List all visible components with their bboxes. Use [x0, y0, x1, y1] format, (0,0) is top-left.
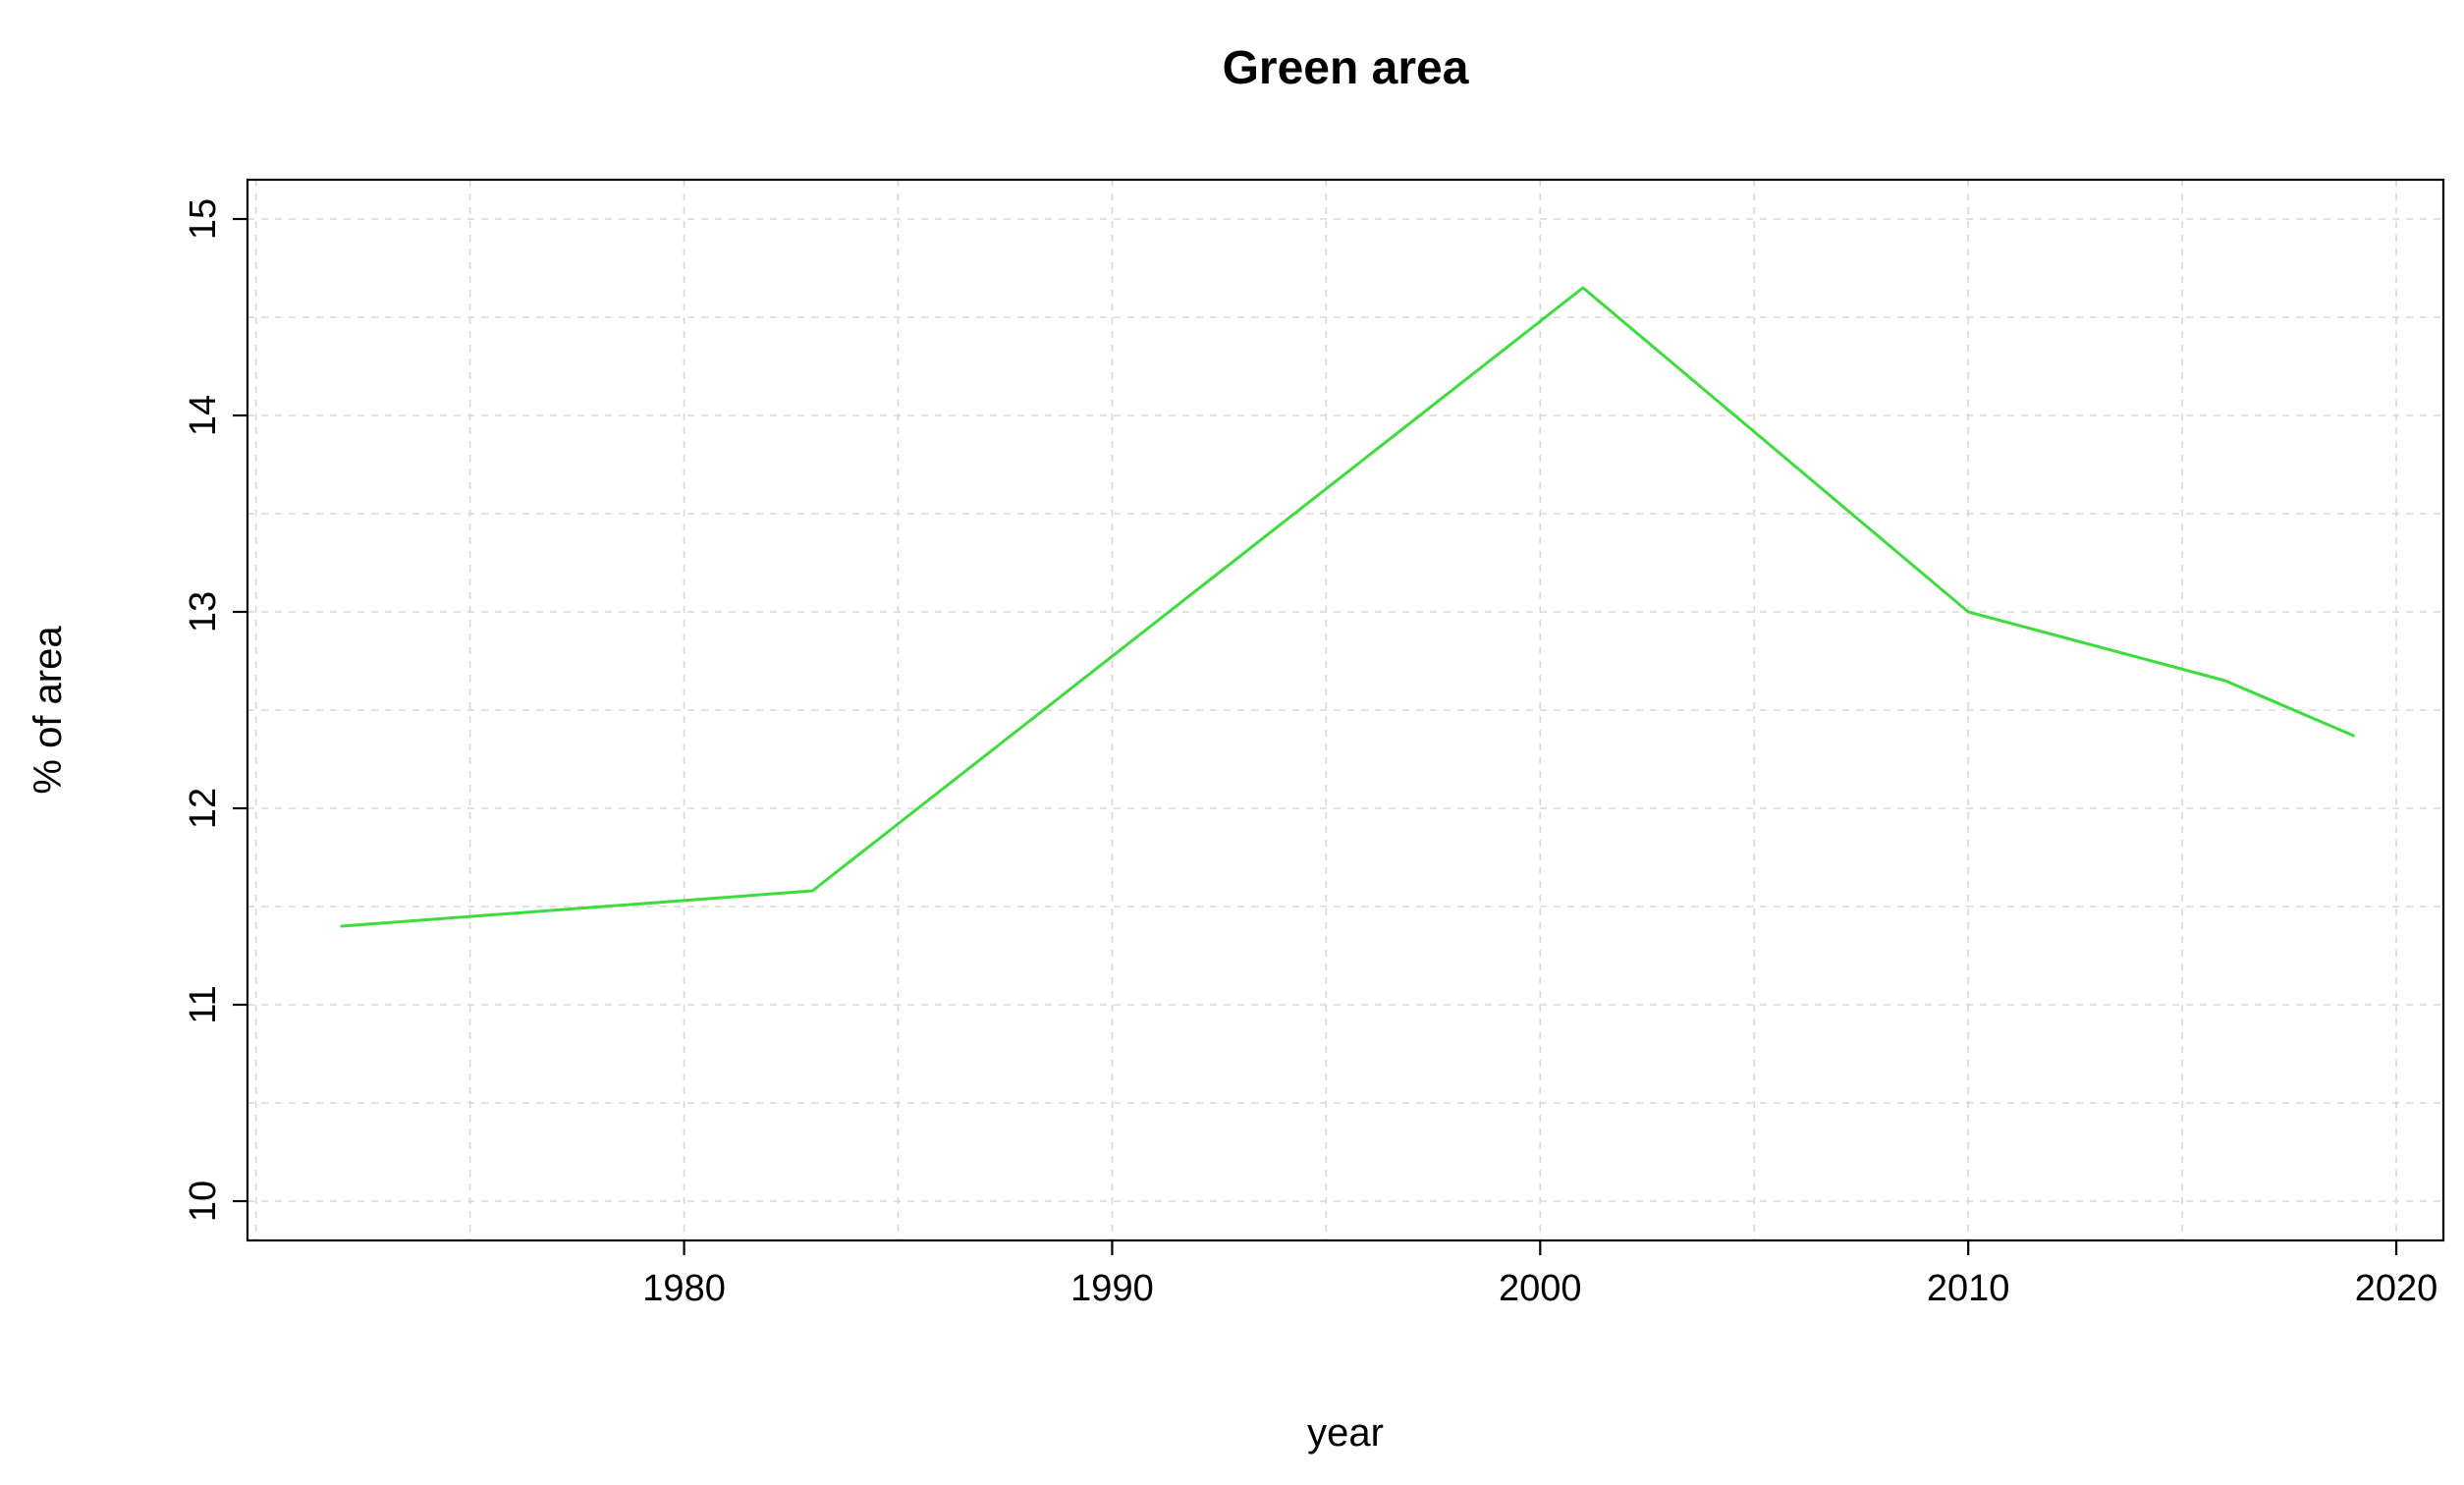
chart-title: Green area [1223, 42, 1469, 94]
x-tick-label: 2010 [1927, 1268, 2010, 1309]
x-tick-label: 2020 [2355, 1268, 2438, 1309]
green-area-line [340, 286, 2355, 928]
plot-frame [246, 178, 2445, 1242]
data-series [340, 286, 2355, 928]
gridlines [247, 180, 2443, 1240]
y-tick-label: 11 [183, 985, 224, 1023]
axes: 1980 1990 2000 2010 2020 10 11 12 13 14 15 [183, 178, 2445, 1309]
y-tick-label: 10 [183, 1181, 224, 1222]
x-axis-label: year [1307, 1411, 1384, 1455]
y-tick-label: 15 [183, 198, 224, 240]
y-axis-label: % of area [27, 626, 70, 795]
x-tick-label: 1980 [642, 1268, 726, 1309]
y-tick-label: 14 [183, 395, 224, 436]
y-tick-label: 12 [183, 788, 224, 829]
x-tick-label: 2000 [1499, 1268, 1582, 1309]
x-tick-label: 1990 [1070, 1268, 1154, 1309]
y-tick-label: 13 [183, 591, 224, 632]
